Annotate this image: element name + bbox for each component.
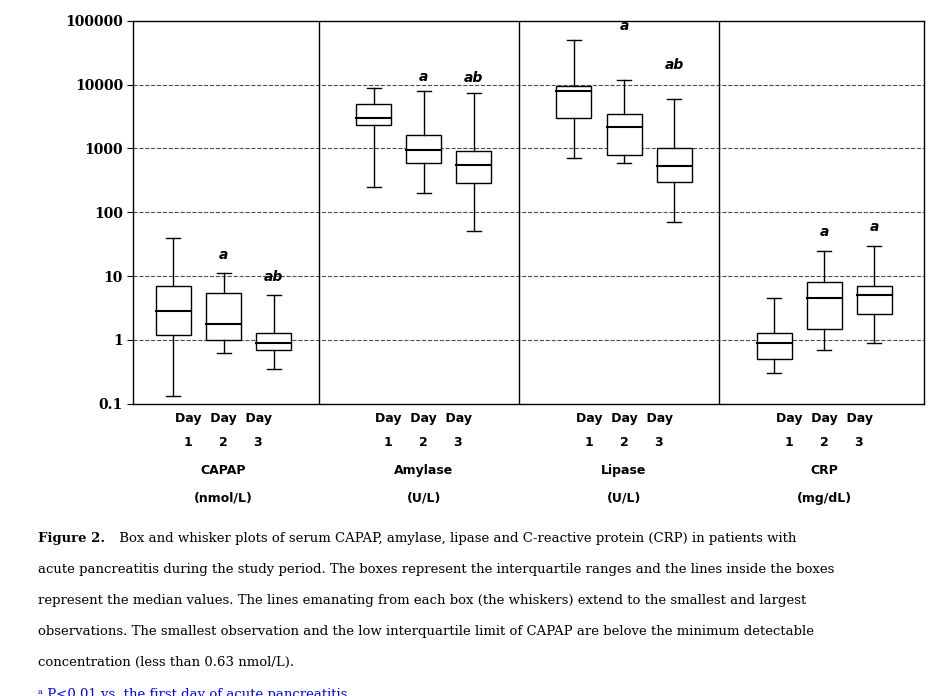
Text: a: a xyxy=(419,70,428,84)
Bar xyxy=(605,113,641,155)
Text: represent the median values. The lines emanating from each box (the whiskers) ex: represent the median values. The lines e… xyxy=(38,594,805,607)
Text: observations. The smallest observation and the low interquartile limit of CAPAP : observations. The smallest observation a… xyxy=(38,625,813,638)
Text: 1      2      3: 1 2 3 xyxy=(585,436,663,449)
Bar xyxy=(206,292,241,340)
Bar xyxy=(806,283,841,329)
Text: 1      2      3: 1 2 3 xyxy=(384,436,463,449)
Text: Day  Day  Day: Day Day Day xyxy=(575,411,672,425)
Bar xyxy=(456,152,491,183)
Text: CRP: CRP xyxy=(809,464,838,477)
Text: a: a xyxy=(819,226,828,239)
Bar xyxy=(856,286,891,315)
Bar xyxy=(556,86,591,118)
Text: Box and whisker plots of serum CAPAP, amylase, lipase and C-reactive protein (CR: Box and whisker plots of serum CAPAP, am… xyxy=(115,532,796,545)
Text: Lipase: Lipase xyxy=(601,464,646,477)
Text: (nmol/L): (nmol/L) xyxy=(194,491,252,505)
Bar xyxy=(756,333,791,359)
Text: (U/L): (U/L) xyxy=(407,491,441,505)
Text: a: a xyxy=(619,19,628,33)
Text: 1      2      3: 1 2 3 xyxy=(184,436,263,449)
Text: concentration (less than 0.63 nmol/L).: concentration (less than 0.63 nmol/L). xyxy=(38,656,294,669)
Bar xyxy=(656,148,691,182)
Text: 1      2      3: 1 2 3 xyxy=(784,436,863,449)
Text: (U/L): (U/L) xyxy=(606,491,641,505)
Bar xyxy=(406,136,441,163)
Text: Day  Day  Day: Day Day Day xyxy=(175,411,271,425)
Text: a: a xyxy=(219,248,228,262)
Text: CAPAP: CAPAP xyxy=(201,464,246,477)
Bar xyxy=(256,333,290,350)
Text: Figure 2.: Figure 2. xyxy=(38,532,105,545)
Text: Amylase: Amylase xyxy=(394,464,453,477)
Text: ᵃ P<0.01 vs. the first day of acute pancreatitis: ᵃ P<0.01 vs. the first day of acute panc… xyxy=(38,688,347,696)
Text: ab: ab xyxy=(464,72,483,86)
Text: ab: ab xyxy=(264,270,283,284)
Text: acute pancreatitis during the study period. The boxes represent the interquartil: acute pancreatitis during the study peri… xyxy=(38,563,834,576)
Text: Day  Day  Day: Day Day Day xyxy=(775,411,872,425)
Text: (mg/dL): (mg/dL) xyxy=(796,491,851,505)
Text: Day  Day  Day: Day Day Day xyxy=(375,411,472,425)
Text: ab: ab xyxy=(664,58,683,72)
Text: a: a xyxy=(869,221,878,235)
Bar xyxy=(156,286,190,335)
Bar xyxy=(356,104,391,125)
